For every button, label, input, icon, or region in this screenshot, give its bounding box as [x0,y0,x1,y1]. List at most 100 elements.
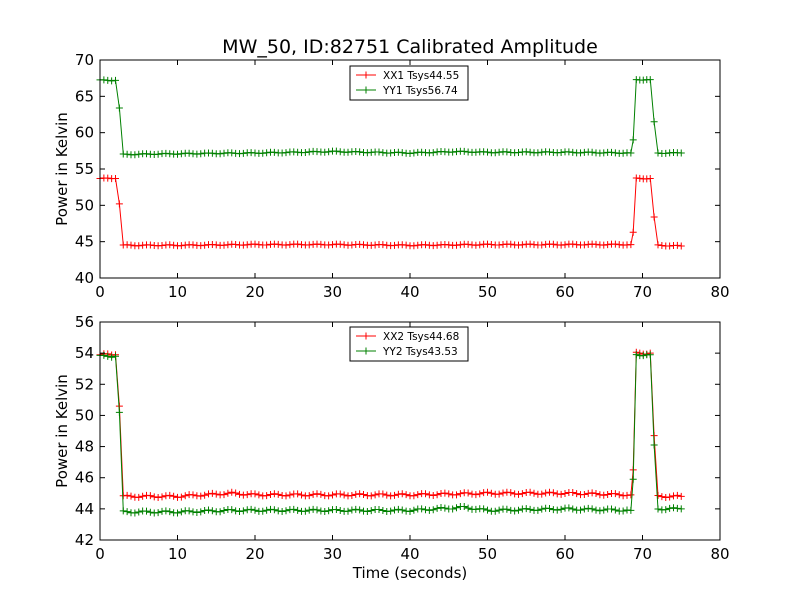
data-point-marker [569,148,577,156]
data-point-marker [139,492,147,500]
data-point-marker [379,490,387,498]
data-point-marker [611,240,619,248]
data-point-marker [158,493,166,501]
data-point-marker [282,149,290,157]
data-point-marker [162,507,170,515]
data-point-marker [619,507,627,515]
data-point-marker [433,491,441,499]
data-point-marker [383,491,391,499]
data-point-marker [518,490,526,498]
data-point-marker [422,506,429,514]
data-point-marker [608,148,615,156]
data-point-marker [476,241,484,249]
data-point-marker [588,505,596,513]
x-tick-label: 70 [633,545,652,563]
data-point-marker [472,505,480,513]
data-point-marker [305,506,313,514]
x-tick-label: 30 [323,545,342,563]
chart-title: MW_50, ID:82751 Calibrated Amplitude [222,36,598,58]
data-point-marker [301,148,309,156]
data-point-marker [135,150,143,158]
data-point-marker [394,505,402,513]
data-point-marker [286,241,294,249]
data-point-marker [298,491,305,499]
data-point-marker [542,489,550,497]
data-point-marker [170,241,178,249]
data-point-marker [639,352,647,360]
data-point-marker [460,147,468,155]
legend-box [349,65,469,101]
data-point-marker [270,506,278,514]
data-point-marker [236,508,243,516]
data-point-marker [193,509,201,516]
legend-marker [362,332,370,340]
data-point-marker [460,502,468,510]
data-point-marker [677,149,685,157]
data-point-marker [197,150,205,158]
legend-marker [362,71,370,79]
data-point-marker [274,490,282,498]
data-point-marker [348,506,356,514]
data-point-marker [220,241,228,249]
data-point-marker [329,491,336,499]
data-point-marker [410,242,418,250]
data-point-marker [294,506,302,514]
data-point-marker [573,490,581,498]
x-tick-label: 50 [478,545,497,563]
x-tick-label: 70 [633,283,652,301]
data-point-marker [247,505,255,513]
data-point-marker [263,241,271,249]
y-tick-label: 48 [75,438,94,456]
x-tick-label: 60 [555,545,574,563]
data-point-marker [623,491,631,499]
data-point-marker [627,149,635,157]
data-point-marker [232,489,240,497]
data-point-marker [286,491,294,499]
data-point-marker [499,489,507,497]
y-tick-label: 40 [75,269,94,287]
data-point-marker [677,505,685,513]
data-point-marker [340,491,348,499]
data-point-marker [360,490,367,498]
x-tick-label: 40 [400,283,419,301]
data-point-marker [534,149,542,157]
data-point-marker [666,504,674,512]
data-point-marker [123,491,131,499]
data-point-marker [154,150,162,158]
data-point-marker [507,506,515,514]
data-point-marker [406,507,414,515]
data-point-marker [309,490,317,498]
data-point-marker [115,408,123,416]
data-point-marker [670,492,677,500]
data-point-marker [104,174,112,182]
data-point-marker [197,492,205,500]
legend-label: YY1 Tsys56.74 [382,85,458,97]
data-point-marker [301,507,309,515]
data-point-marker [422,490,429,498]
legend-label: XX1 Tsys44.55 [383,70,459,82]
data-point-marker [627,241,635,249]
data-point-marker [611,149,619,157]
data-point-marker [580,241,588,249]
x-tick-label: 80 [710,283,729,301]
legend-label: XX2 Tsys44.68 [383,331,459,343]
data-point-marker [472,491,480,499]
data-point-marker [604,490,612,498]
data-point-marker [278,508,286,516]
data-point-marker [332,505,340,513]
data-point-marker [127,241,135,249]
data-point-marker [526,488,534,496]
data-point-marker [584,504,592,512]
data-point-marker [666,493,674,501]
data-point-marker [220,491,228,499]
x-tick-label: 60 [555,283,574,301]
data-point-marker [185,507,193,515]
data-point-marker [484,506,491,514]
data-point-marker [557,490,565,498]
data-point-marker [402,491,410,499]
data-point-marker [255,491,263,499]
data-point-marker [294,490,302,498]
data-point-marker [429,149,437,157]
x-tick-label: 20 [245,545,264,563]
